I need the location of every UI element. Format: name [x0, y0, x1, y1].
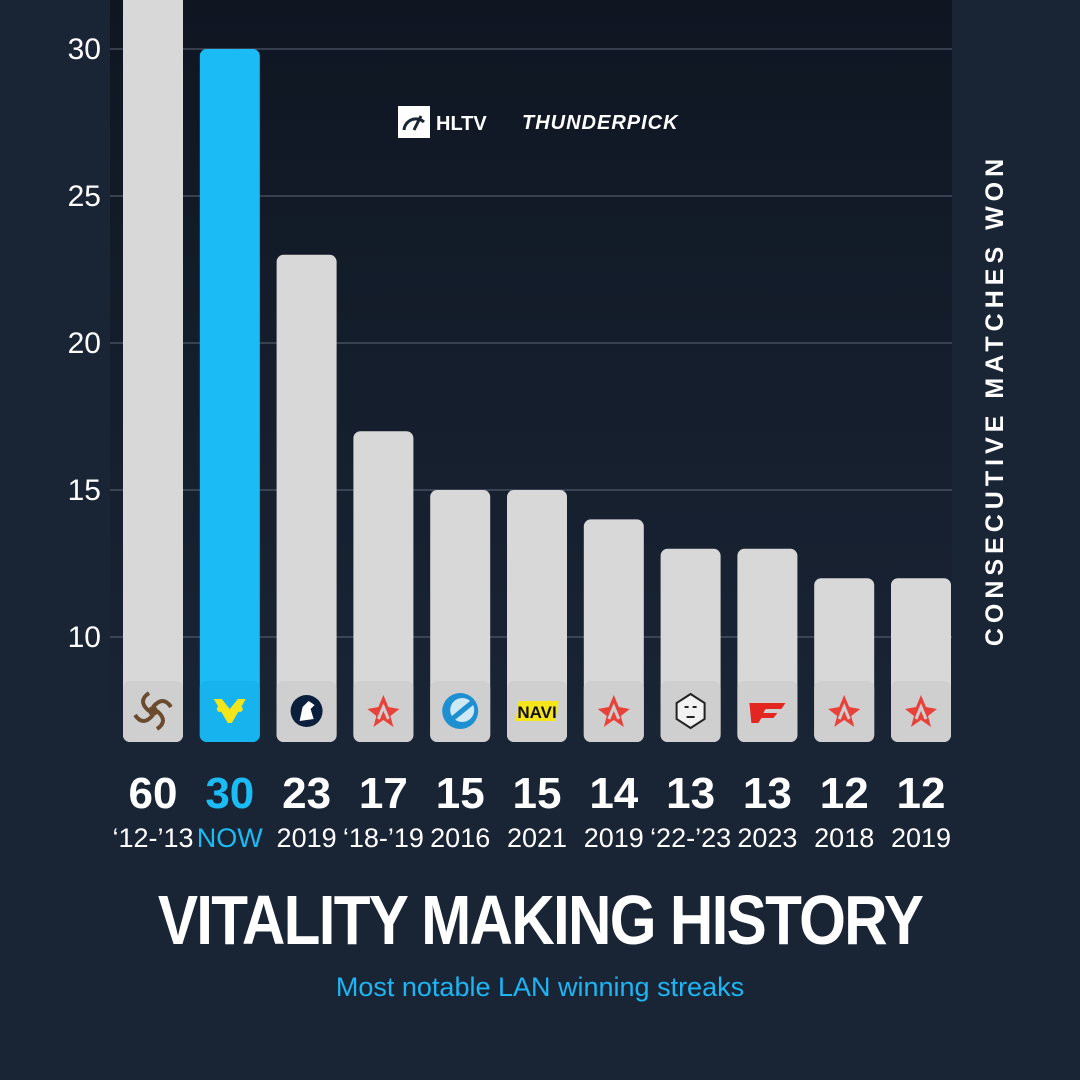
period-label: 2023 [737, 823, 797, 853]
period-label: 2021 [507, 823, 567, 853]
value-label: 60 [129, 769, 178, 818]
bar-3 [353, 431, 414, 742]
value-label: 13 [743, 769, 792, 818]
period-label: ‘22-’23 [650, 823, 731, 853]
value-label: 14 [589, 769, 638, 818]
y-axis-label: CONSECUTIVE MATCHES WON [981, 154, 1009, 646]
chart-title: VITALITY MAKING HISTORY [157, 881, 924, 959]
value-label: 23 [282, 769, 331, 818]
liquid-icon [290, 695, 323, 727]
icon-plate [737, 681, 798, 742]
thunderpick-logo: THUNDERPICK [522, 112, 679, 134]
bar-4 [430, 490, 491, 742]
y-tick-label: 25 [68, 180, 101, 213]
faze-icon [749, 703, 786, 723]
hltv-logo-icon [398, 106, 430, 138]
period-label: 2019 [277, 823, 337, 853]
period-label: 2019 [891, 823, 951, 853]
period-label: 2019 [584, 823, 644, 853]
astralis-icon [828, 695, 861, 727]
period-label: ‘18-’19 [343, 823, 424, 853]
svg-text:NAVI: NAVI [517, 703, 556, 722]
period-label: 2016 [430, 823, 490, 853]
luminosity-icon [442, 693, 479, 729]
bar-0 [123, 0, 183, 742]
bar-5 [507, 490, 567, 742]
y-tick-label: 30 [68, 33, 101, 66]
value-label: 30 [205, 769, 254, 818]
value-label: 17 [359, 769, 408, 818]
period-label: ‘12-’13 [112, 823, 193, 853]
value-label: 12 [897, 769, 946, 818]
period-label: NOW [197, 823, 264, 853]
g2-icon [675, 692, 706, 730]
period-label: 2018 [814, 823, 874, 853]
bar-2 [276, 254, 337, 743]
value-label: 15 [513, 769, 562, 818]
vitality-icon [213, 699, 246, 723]
y-tick-label: 15 [68, 474, 101, 507]
y-tick-label: 10 [68, 621, 101, 654]
value-label: 13 [666, 769, 715, 818]
navi-icon: NAVI [515, 701, 559, 722]
astralis-icon [597, 695, 630, 727]
thunderpick-logo-text: THUNDERPICK [522, 112, 679, 134]
value-label: 12 [820, 769, 869, 818]
hltv-logo-text: HLTV [436, 113, 487, 135]
value-label: 15 [436, 769, 485, 818]
bar-1 [199, 49, 260, 742]
nip-icon [133, 691, 173, 731]
y-tick-label: 20 [68, 327, 101, 360]
astralis-icon [905, 695, 937, 727]
chart-subtitle: Most notable LAN winning streaks [335, 972, 745, 1002]
hltv-logo: HLTV [398, 106, 487, 138]
astralis-icon [367, 695, 400, 727]
